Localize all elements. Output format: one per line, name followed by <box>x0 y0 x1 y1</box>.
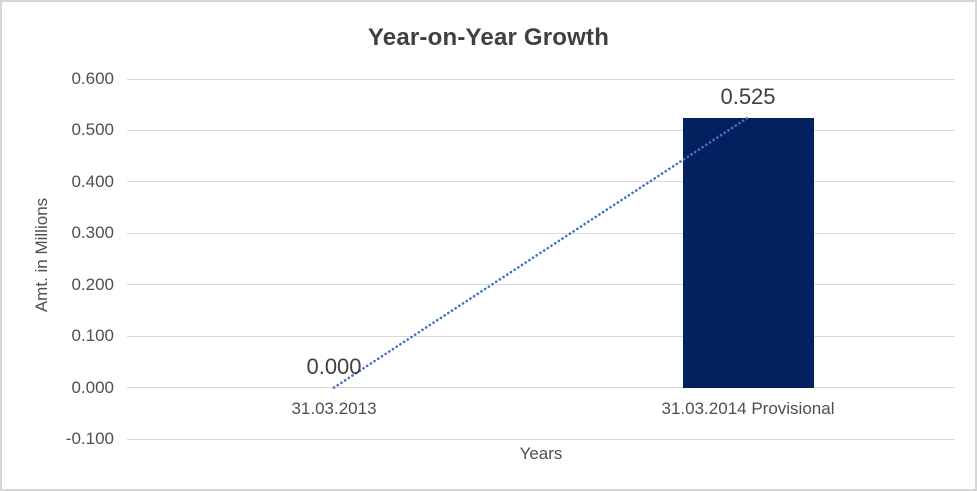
gridline <box>127 129 955 131</box>
data-label: 0.525 <box>720 83 776 109</box>
y-tick-label: 0.200 <box>71 274 114 294</box>
gridline <box>127 78 955 80</box>
x-category-label: 31.03.2014 Provisional <box>661 399 835 418</box>
x-category-label: 31.03.2013 <box>291 399 377 418</box>
chart-title: Year-on-Year Growth <box>367 24 610 51</box>
gridline <box>127 232 955 234</box>
y-tick-label: 0.100 <box>71 326 114 346</box>
gridline <box>127 181 955 183</box>
y-tick-label: 0.500 <box>71 120 114 140</box>
gridline <box>127 387 955 389</box>
y-axis-title: Amt. in Millions <box>32 197 51 313</box>
gridline <box>127 284 955 286</box>
y-tick-label: 0.300 <box>71 223 114 243</box>
y-tick-label: 0.400 <box>71 171 114 191</box>
gridline <box>127 335 955 337</box>
gridline <box>127 438 955 440</box>
x-axis-title: Years <box>519 444 563 463</box>
bar <box>682 117 814 388</box>
data-label: 0.000 <box>306 353 362 379</box>
y-tick-label: 0.600 <box>71 69 114 88</box>
y-tick-label: -0.100 <box>65 429 114 448</box>
y-tick-label: 0.000 <box>71 377 114 397</box>
